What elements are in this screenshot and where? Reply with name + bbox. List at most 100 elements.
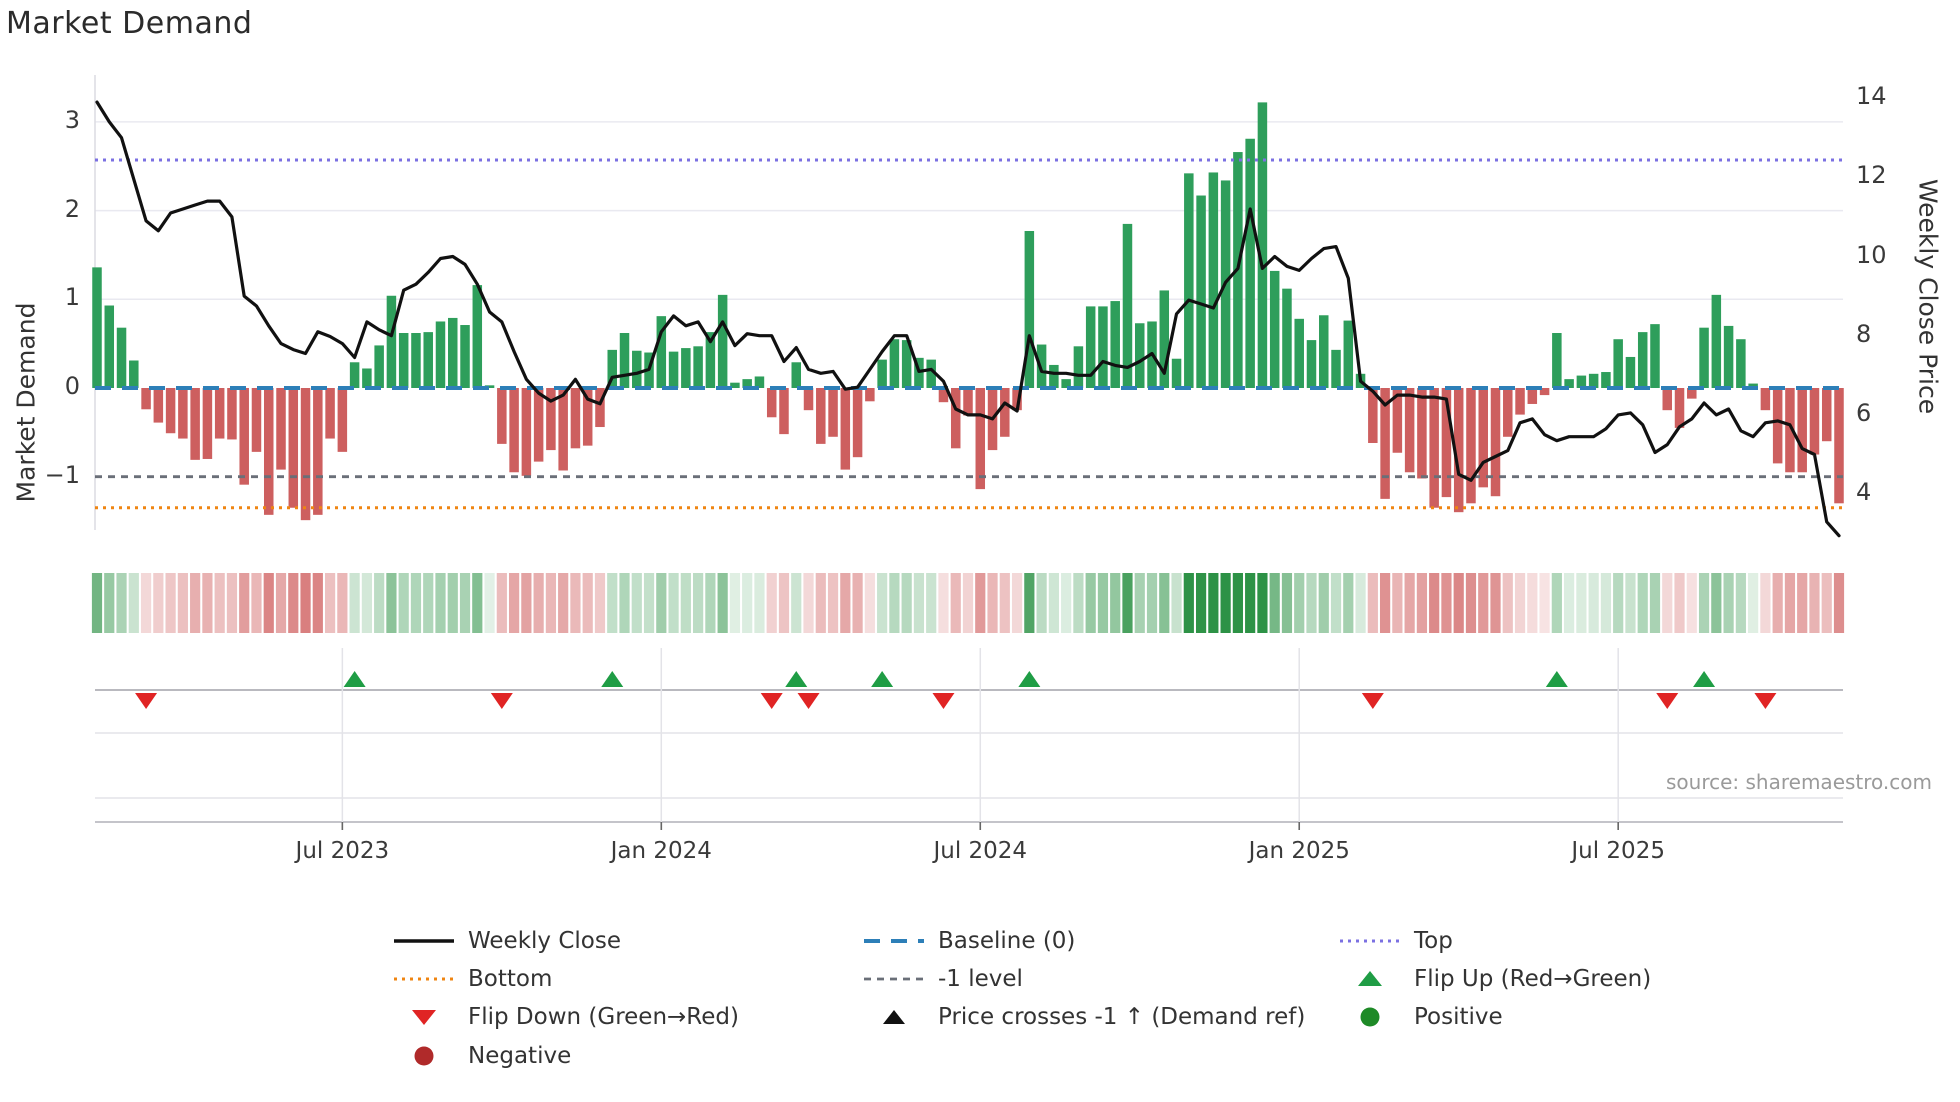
demand-bar-negative: [1417, 388, 1427, 479]
demand-bar-positive: [1576, 375, 1587, 388]
demand-bar-positive: [889, 339, 900, 388]
demand-bar-negative: [1527, 388, 1538, 404]
demand-bar-negative: [214, 388, 225, 439]
right-axis-tick: 4: [1856, 478, 1872, 507]
heatmap-cell: [607, 573, 618, 633]
heatmap-cell: [999, 573, 1010, 633]
legend-label: Negative: [468, 1043, 572, 1069]
demand-bar-positive: [1061, 379, 1071, 388]
demand-bar-negative: [165, 388, 176, 434]
heatmap-cell: [288, 573, 299, 633]
legend-item: Baseline (0): [862, 926, 1075, 956]
legend-label: Weekly Close: [468, 928, 621, 954]
demand-bar-negative: [1687, 388, 1697, 399]
heatmap-cell: [852, 573, 863, 633]
heatmap-cell: [533, 573, 544, 633]
demand-bar-positive: [1159, 290, 1170, 388]
heatmap-cell: [484, 573, 495, 633]
demand-bar-negative: [1012, 388, 1022, 411]
heatmap-cell: [1171, 573, 1182, 633]
demand-bar-positive: [448, 317, 458, 388]
flip-down-marker-icon: [1361, 693, 1384, 709]
demand-bar-negative: [1441, 388, 1452, 498]
heatmap-cell: [508, 573, 520, 633]
heatmap-cell: [1281, 573, 1293, 633]
heatmap-cell: [1698, 573, 1710, 633]
demand-bar-negative: [276, 388, 286, 470]
demand-bar-negative: [938, 388, 949, 403]
heatmap-cell: [791, 573, 802, 633]
heatmap-cell: [778, 573, 790, 633]
heatmap-cell: [1527, 573, 1538, 633]
demand-bar-negative: [865, 388, 875, 402]
heatmap-cell: [275, 573, 287, 633]
legend-label: Bottom: [468, 966, 553, 992]
legend-item: Flip Up (Red→Green): [1338, 964, 1651, 994]
x-axis-tick: Jul 2024: [933, 838, 1028, 864]
demand-bar-negative: [239, 388, 249, 485]
weekly-close-line: [95, 100, 1841, 538]
flip-up-marker-icon: [785, 671, 808, 687]
demand-bar-negative: [1392, 388, 1403, 453]
demand-bar-positive: [791, 362, 802, 388]
heatmap-cell: [754, 573, 765, 633]
demand-bar-positive: [754, 376, 765, 388]
heatmap-cell: [1502, 573, 1513, 633]
demand-bar-negative: [779, 388, 789, 435]
source-credit: source: sharemaestro.com: [1666, 770, 1932, 794]
heatmap-cell: [803, 573, 814, 633]
heatmap-cell: [1208, 573, 1219, 633]
demand-bar-positive: [730, 382, 740, 388]
demand-bar-negative: [1404, 388, 1415, 473]
circle-green-swatch-icon: [1360, 1007, 1380, 1027]
left-axis-tick: −1: [44, 460, 80, 489]
heatmap-cell: [1416, 573, 1428, 633]
heatmap-cell: [1318, 573, 1329, 633]
heatmap-cell: [570, 573, 581, 633]
demand-bar-positive: [926, 359, 936, 388]
demand-bar-positive: [1650, 324, 1660, 388]
demand-bar-positive: [705, 332, 716, 388]
heatmap-cell: [226, 573, 238, 633]
demand-bar-positive: [1098, 306, 1108, 388]
demand-bar-positive: [1257, 102, 1268, 389]
demand-bar-positive: [1564, 379, 1574, 388]
heatmap-cell: [1760, 573, 1771, 633]
heatmap-cell: [987, 573, 998, 633]
demand-bar-positive: [668, 351, 679, 388]
demand-bar-negative: [803, 388, 814, 411]
demand-bar-positive: [1601, 372, 1611, 388]
demand-bar-positive: [656, 316, 667, 388]
x-axis-tick: Jul 2025: [1571, 838, 1665, 864]
heatmap-cell: [1048, 573, 1059, 633]
demand-bar-negative: [852, 388, 863, 458]
heatmap-cell: [1294, 573, 1305, 633]
heatmap-cell: [1723, 573, 1734, 633]
demand-bar-negative: [313, 388, 323, 515]
demand-bar-negative: [1368, 388, 1378, 443]
dash-blue-swatch-icon: [864, 939, 924, 943]
heatmap-cell: [1183, 573, 1194, 633]
demand-bar-positive: [742, 379, 752, 388]
heatmap-cell: [1195, 573, 1207, 633]
heatmap-cell: [815, 573, 826, 633]
heatmap-cell: [140, 573, 152, 633]
demand-bar-positive: [1306, 340, 1317, 388]
demand-bar-positive: [1024, 231, 1035, 388]
demand-bar-positive: [901, 340, 912, 388]
heatmap-cell: [1772, 573, 1783, 633]
heatmap-cell: [705, 573, 716, 633]
legend-label: Price crosses -1 ↑ (Demand ref): [938, 1004, 1306, 1030]
demand-bar-negative: [963, 388, 973, 416]
demand-bar-negative: [1797, 388, 1807, 473]
heatmap-cell: [1343, 573, 1354, 633]
tri-up-green-swatch-icon: [1358, 971, 1382, 986]
heatmap-cell: [558, 573, 569, 633]
heatmap-cell: [938, 573, 949, 633]
demand-bar-negative: [1490, 388, 1501, 497]
demand-bar-negative: [570, 388, 581, 449]
demand-bar-positive: [1036, 344, 1047, 388]
right-axis-tick: 6: [1856, 398, 1872, 427]
heatmap-cell: [962, 573, 974, 633]
